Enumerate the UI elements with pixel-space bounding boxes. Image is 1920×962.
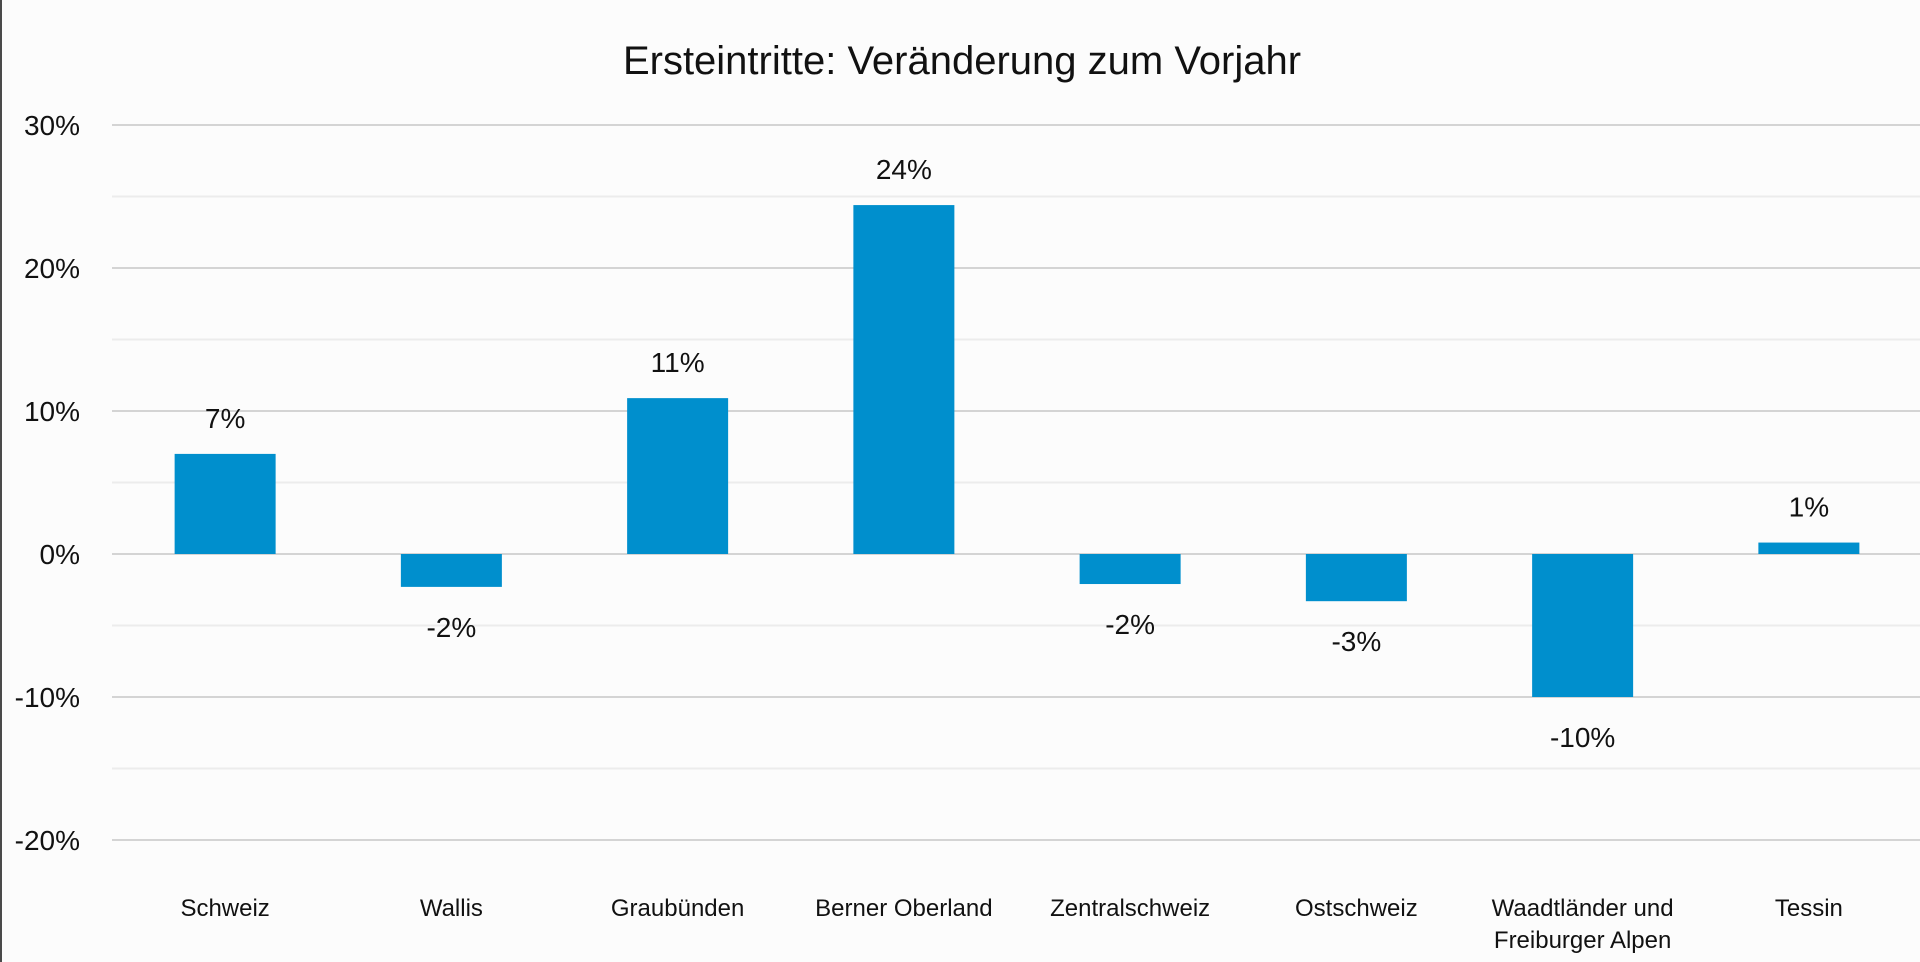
data-label: 24% bbox=[876, 154, 932, 185]
data-label: 11% bbox=[651, 347, 705, 378]
bar bbox=[400, 554, 502, 587]
data-label: 7% bbox=[205, 403, 245, 434]
bar bbox=[1305, 554, 1407, 602]
y-axis-ticks: 30% 20% 10% 0% -10% -20% bbox=[15, 110, 80, 856]
bar bbox=[1079, 554, 1181, 585]
chart-title: Ersteintritte: Veränderung zum Vorjahr bbox=[623, 39, 1301, 83]
x-tick-label: Graubünden bbox=[611, 895, 744, 922]
data-label: -2% bbox=[1105, 609, 1155, 640]
x-axis-ticks: Schweiz Wallis Graubünden Berner Oberland Ze… bbox=[180, 895, 1842, 954]
y-tick-label: 30% bbox=[24, 110, 80, 141]
y-tick-label: 0% bbox=[40, 539, 80, 570]
x-tick-label: Schweiz bbox=[180, 895, 269, 922]
bar bbox=[1532, 554, 1634, 697]
y-tick-label: -20% bbox=[15, 825, 80, 856]
bars bbox=[174, 205, 1860, 697]
y-tick-label: 20% bbox=[24, 253, 80, 284]
x-tick-label: Ostschweiz bbox=[1295, 895, 1418, 922]
y-tick-label: -10% bbox=[15, 682, 80, 713]
data-label: -3% bbox=[1331, 626, 1381, 657]
bar bbox=[1758, 542, 1860, 554]
gridlines bbox=[112, 124, 1920, 841]
x-tick-label: Wallis bbox=[420, 895, 483, 922]
data-labels: 7% -2% 11% 24% -2% -3% -10% 1% bbox=[205, 154, 1829, 753]
x-tick-label: Waadtländer und Freiburger Alpen bbox=[1492, 895, 1674, 954]
bar bbox=[853, 205, 955, 554]
bar bbox=[174, 453, 276, 554]
y-tick-label: 10% bbox=[24, 396, 80, 427]
x-tick-label: Berner Oberland bbox=[815, 895, 992, 922]
data-label: -2% bbox=[426, 612, 476, 643]
bar bbox=[627, 398, 729, 554]
data-label: -10% bbox=[1550, 722, 1615, 753]
data-label: 1% bbox=[1789, 492, 1829, 523]
x-tick-label: Tessin bbox=[1775, 895, 1843, 922]
x-tick-label: Zentralschweiz bbox=[1050, 895, 1210, 922]
